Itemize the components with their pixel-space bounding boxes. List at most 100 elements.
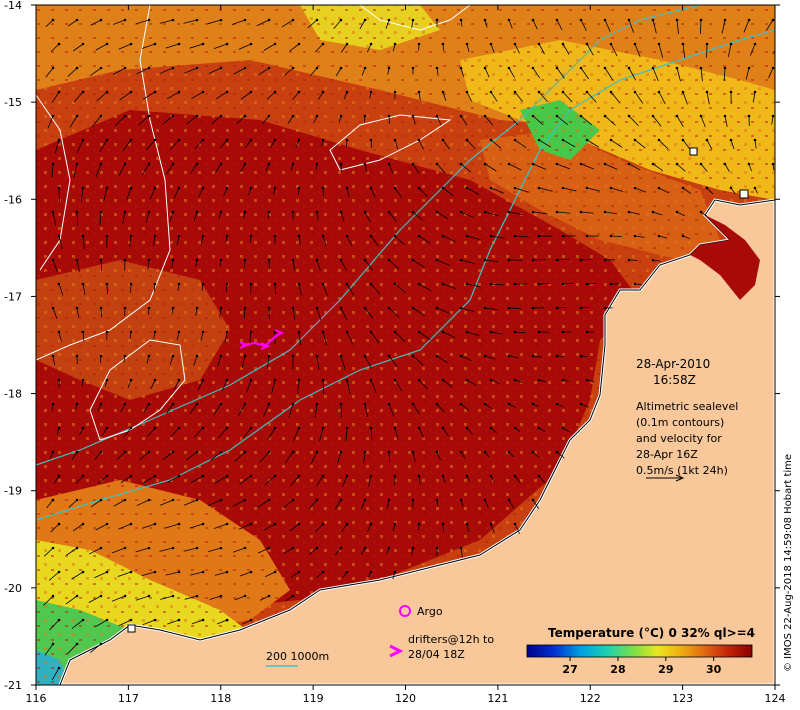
velocity-arrow-origin: [219, 210, 223, 214]
velocity-arrow: [225, 283, 228, 293]
velocity-arrow: [442, 379, 453, 388]
drifter-marker-2: [260, 342, 271, 350]
velocity-arrow-origin: [81, 378, 85, 382]
velocity-arrow-origin: [681, 234, 685, 238]
velocity-arrow-origin: [51, 402, 55, 406]
velocity-arrow-origin: [537, 282, 541, 286]
velocity-arrow-origin: [195, 162, 199, 166]
velocity-arrow: [394, 283, 407, 294]
velocity-arrow-origin: [339, 306, 343, 310]
velocity-arrow-origin: [465, 522, 469, 526]
velocity-arrow: [71, 619, 84, 629]
velocity-arrow: [442, 427, 449, 437]
velocity-arrow: [484, 403, 493, 410]
velocity-arrow-origin: [291, 594, 295, 598]
velocity-arrow: [682, 139, 691, 150]
velocity-arrow-origin: [177, 330, 181, 334]
velocity-arrow-origin: [675, 210, 679, 214]
velocity-arrow: [284, 67, 294, 76]
velocity-arrow-origin: [249, 474, 253, 478]
velocity-arrow: [53, 475, 60, 484]
velocity-arrow: [334, 499, 342, 510]
velocity-arrow-origin: [51, 498, 55, 502]
velocity-arrow: [508, 163, 522, 171]
velocity-arrow: [418, 187, 428, 198]
velocity-arrow-origin: [267, 450, 271, 454]
velocity-arrow-origin: [537, 426, 541, 430]
velocity-arrow-origin: [243, 258, 247, 262]
velocity-arrow-origin: [105, 138, 109, 142]
velocity-arrow: [126, 187, 132, 201]
velocity-arrow-origin: [267, 498, 271, 502]
velocity-arrow: [370, 139, 373, 149]
velocity-arrow: [370, 379, 377, 393]
velocity-arrow-origin: [129, 426, 133, 430]
velocity-arrow-origin: [75, 66, 79, 70]
velocity-arrow-origin: [57, 42, 61, 46]
velocity-arrow: [412, 259, 425, 268]
velocity-arrow: [234, 451, 246, 462]
velocity-arrow-origin: [585, 378, 589, 382]
velocity-arrow: [214, 475, 228, 484]
velocity-arrow: [394, 235, 405, 246]
velocity-arrow: [135, 595, 150, 601]
velocity-arrow: [364, 307, 374, 320]
velocity-arrow: [209, 595, 222, 600]
velocity-arrow: [418, 379, 428, 390]
velocity-arrow: [442, 187, 454, 197]
velocity-arrow-origin: [297, 42, 301, 46]
velocity-arrow-origin: [129, 138, 133, 142]
velocity-arrow: [94, 451, 102, 461]
velocity-arrow: [219, 139, 228, 149]
velocity-arrow: [318, 91, 324, 100]
velocity-arrow-origin: [75, 258, 79, 262]
velocity-arrow: [120, 403, 126, 413]
velocity-arrow: [147, 259, 150, 270]
velocity-arrow-origin: [675, 66, 679, 70]
velocity-arrow-origin: [339, 258, 343, 262]
velocity-arrow-origin: [465, 234, 469, 238]
velocity-arrow-origin: [177, 186, 181, 190]
velocity-arrow-origin: [513, 138, 517, 142]
velocity-arrow: [233, 67, 246, 75]
velocity-arrow-origin: [123, 546, 127, 550]
velocity-arrow-origin: [153, 330, 157, 334]
velocity-arrow-origin: [507, 162, 511, 166]
velocity-arrow-origin: [153, 282, 157, 286]
velocity-arrow: [288, 403, 294, 418]
velocity-arrow: [67, 19, 78, 27]
velocity-arrow: [49, 619, 60, 631]
velocity-arrow-origin: [465, 378, 469, 382]
velocity-arrow: [189, 523, 204, 529]
velocity-arrow: [580, 67, 590, 80]
velocity-arrow: [676, 211, 686, 217]
velocity-arrow-origin: [609, 42, 613, 46]
velocity-arrow-origin: [321, 426, 325, 430]
x-tick-label: 121: [487, 692, 508, 705]
velocity-arrow-origin: [513, 426, 517, 430]
velocity-arrow: [94, 619, 108, 628]
velocity-arrow: [388, 163, 394, 174]
velocity-arrow: [340, 211, 345, 222]
velocity-arrow-origin: [555, 354, 559, 358]
velocity-arrow-origin: [603, 114, 607, 118]
velocity-arrow-origin: [321, 570, 325, 574]
velocity-arrow-origin: [273, 426, 277, 430]
velocity-arrow-origin: [369, 330, 373, 334]
velocity-arrow-origin: [291, 306, 295, 310]
velocity-arrow-origin: [555, 450, 559, 454]
velocity-arrow-origin: [561, 282, 565, 286]
velocity-arrow-origin: [441, 138, 445, 142]
date-title: 28-Apr-2010: [636, 357, 710, 371]
velocity-arrow-origin: [249, 186, 253, 190]
velocity-arrow-origin: [129, 330, 133, 334]
velocity-arrow-origin: [267, 354, 271, 358]
velocity-arrow-origin: [585, 186, 589, 190]
velocity-arrow: [103, 187, 108, 202]
velocity-arrow: [652, 115, 662, 127]
velocity-arrow: [315, 475, 324, 487]
velocity-arrow: [298, 331, 302, 345]
velocity-arrow: [95, 523, 108, 531]
velocity-arrow-origin: [177, 474, 181, 478]
velocity-arrow-origin: [129, 282, 133, 286]
